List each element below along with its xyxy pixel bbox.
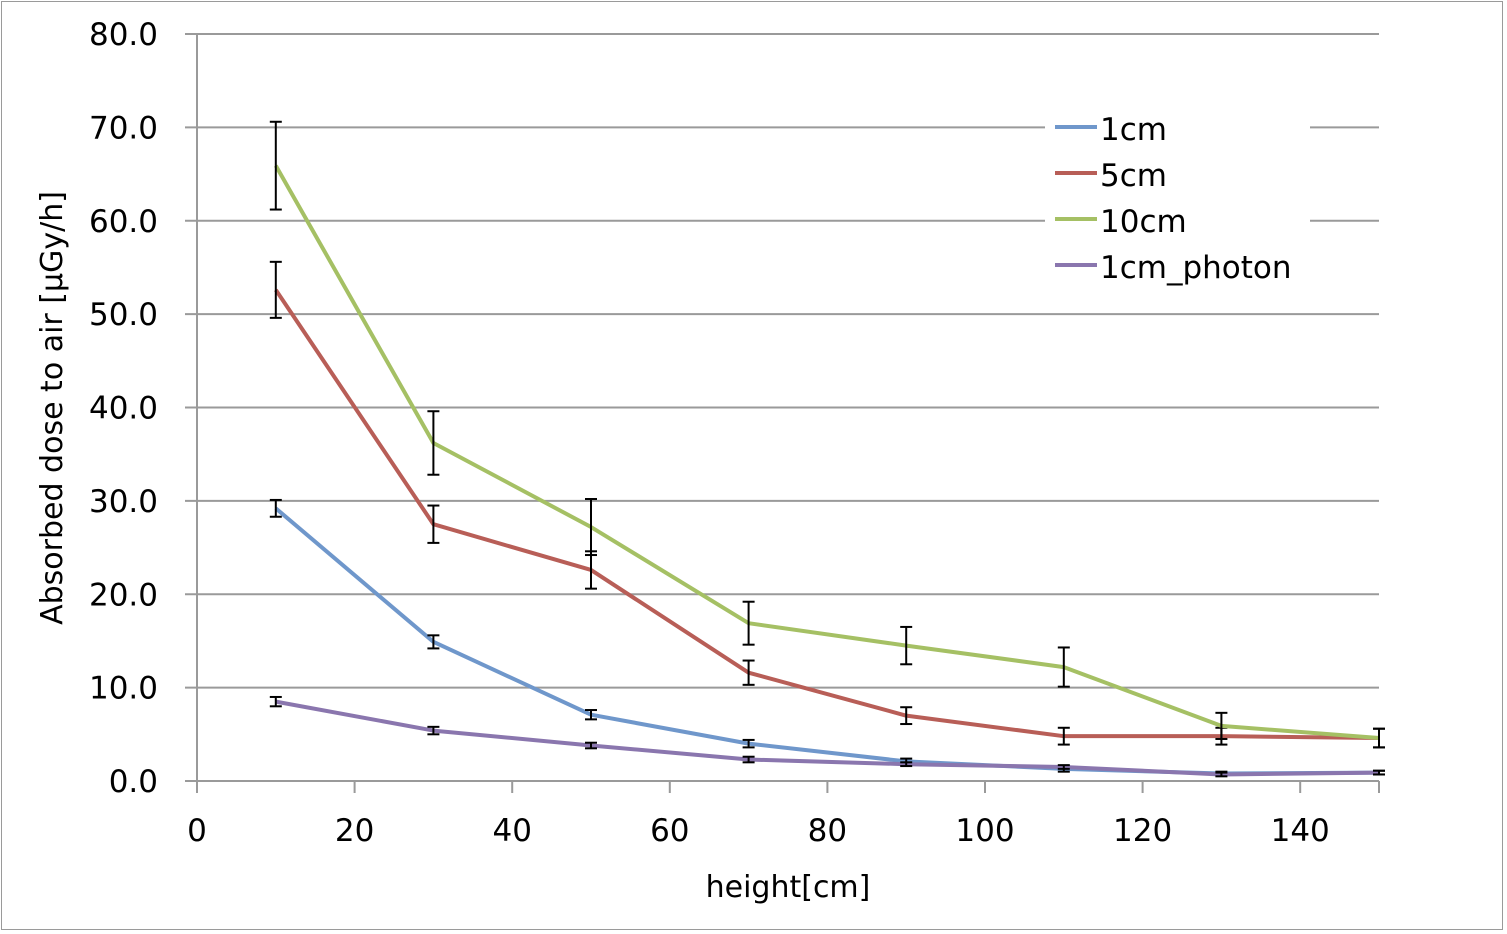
y-tick-label: 80.0 <box>89 17 158 53</box>
legend-label: 5cm <box>1100 158 1167 194</box>
series-line-10cm <box>274 164 1380 741</box>
y-tick-label: 50.0 <box>89 297 158 333</box>
legend-label: 1cm <box>1100 112 1167 148</box>
legend: 1cm 5cm 10cm 1cm_photon <box>1045 105 1310 295</box>
legend-item: 10cm <box>1055 204 1187 240</box>
axes: 0.0 10.0 20.0 30.0 40.0 50.0 60.0 70.0 80.0 0 20 40… <box>89 17 1380 849</box>
y-tick-label: 40.0 <box>89 391 158 427</box>
series-group <box>269 120 1385 778</box>
legend-item: 1cm_photon <box>1055 250 1292 286</box>
series-line-1cm_photon <box>275 699 1380 777</box>
series-5cm <box>269 260 1385 749</box>
x-tick-label: 60 <box>650 813 689 849</box>
y-axis-label: Absorbed dose to air [μGy/h] <box>35 191 70 625</box>
y-tick-label: 10.0 <box>89 671 158 707</box>
y-tick-label: 0.0 <box>109 764 158 800</box>
gridlines <box>197 33 1379 782</box>
y-tick-label: 20.0 <box>89 577 158 613</box>
legend-item: 1cm <box>1055 112 1167 148</box>
series-line-5cm <box>274 288 1380 741</box>
series-1cm_photon <box>269 695 1385 778</box>
x-tick-label: 80 <box>808 813 847 849</box>
x-tick-label: 100 <box>955 813 1014 849</box>
legend-label: 1cm_photon <box>1100 250 1292 286</box>
y-tick-label: 30.0 <box>89 484 158 520</box>
x-tick-label: 20 <box>335 813 374 849</box>
y-tick-label: 60.0 <box>89 204 158 240</box>
x-tick-label: 140 <box>1271 813 1330 849</box>
series-10cm <box>269 120 1385 749</box>
legend-item: 5cm <box>1055 158 1167 194</box>
series-line-1cm <box>274 506 1380 776</box>
y-tick-label: 70.0 <box>89 110 158 146</box>
x-tick-label: 0 <box>187 813 207 849</box>
x-tick-label: 120 <box>1113 813 1172 849</box>
x-tick-label: 40 <box>492 813 531 849</box>
legend-label: 10cm <box>1100 204 1187 240</box>
x-axis-label: height[cm] <box>706 870 871 905</box>
